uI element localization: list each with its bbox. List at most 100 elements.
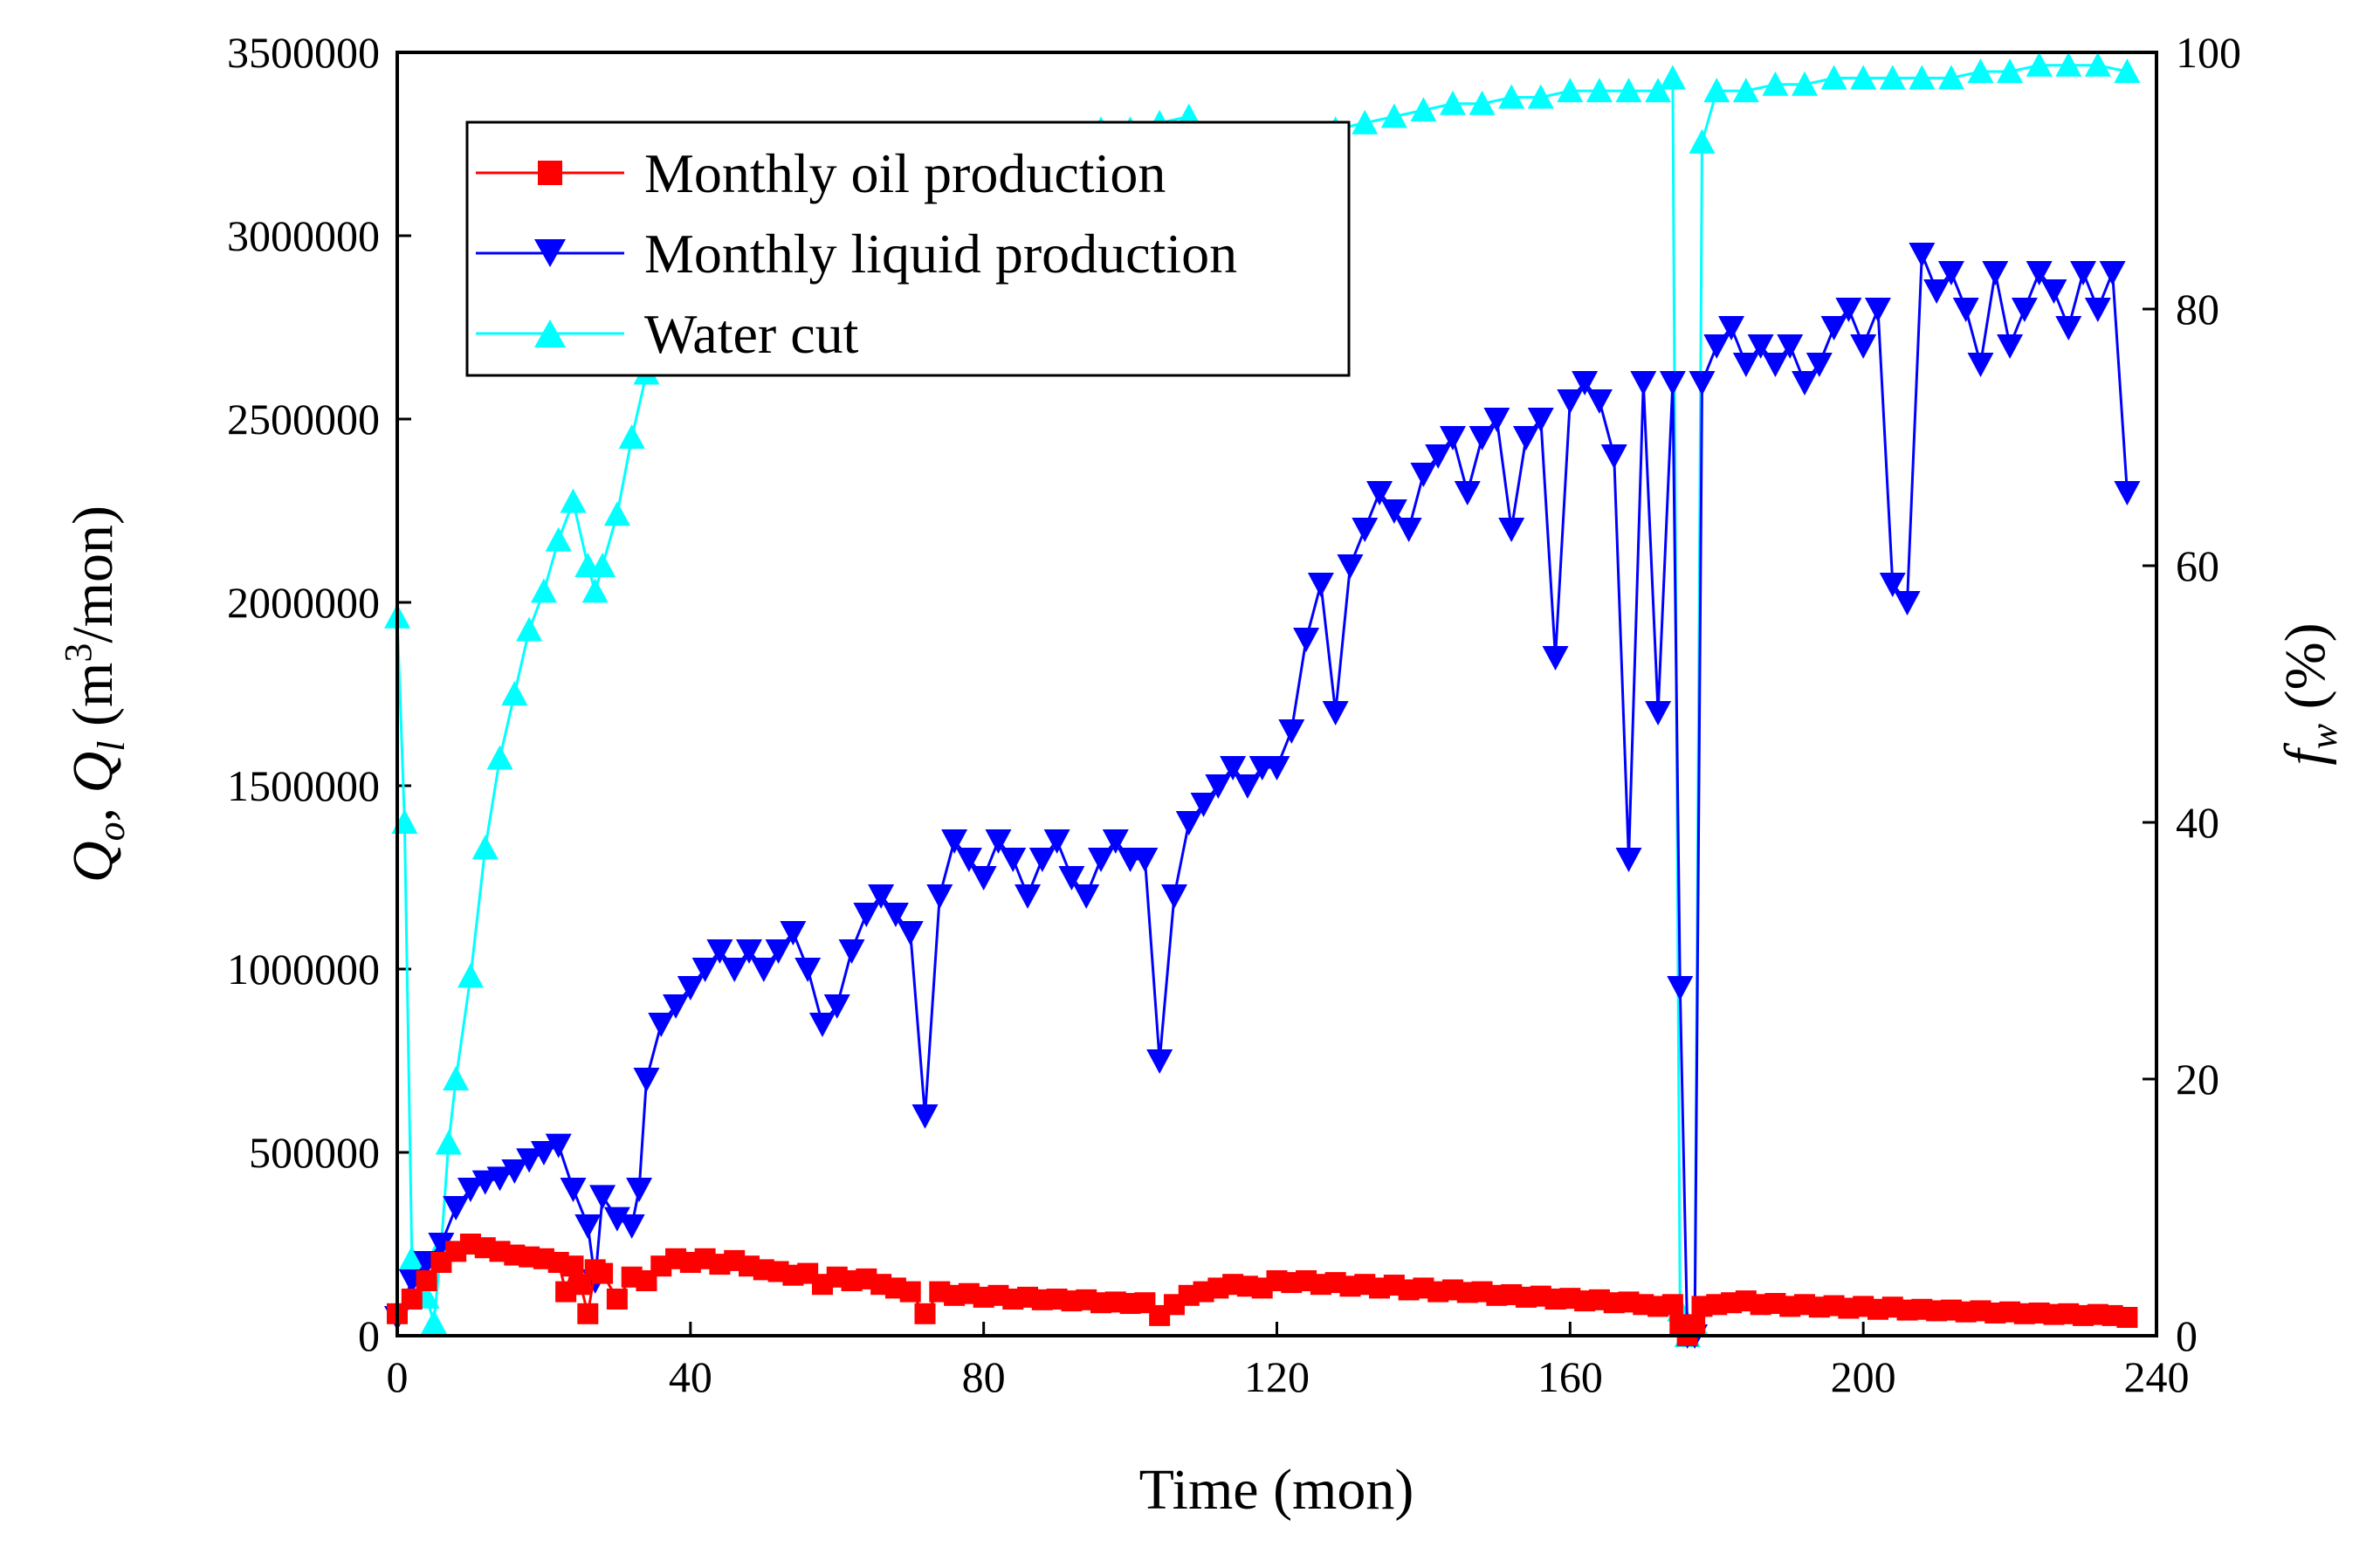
data-point-monthly-liquid-production [985,829,1012,854]
data-point-monthly-liquid-production [1043,829,1070,854]
data-point-water-cut [1586,78,1613,103]
data-point-monthly-liquid-production [868,884,895,909]
data-point-monthly-liquid-production [1440,426,1466,450]
y-right-tick-label: 80 [2176,285,2219,333]
axes-layer: 0 40 80 120 160 200 24005000001000000150000020… [227,28,2241,1401]
data-point-monthly-liquid-production [1160,884,1187,909]
data-point-monthly-liquid-production [1879,573,1906,597]
data-point-monthly-liquid-production [1498,518,1525,542]
data-point-monthly-liquid-production [1909,243,1936,267]
y-left-tick-label: 2500000 [227,395,380,443]
x-tick-label: 160 [1537,1352,1603,1401]
data-point-monthly-liquid-production [941,829,968,854]
data-point-monthly-liquid-production [1747,334,1774,359]
data-point-water-cut [391,809,418,834]
data-point-monthly-liquid-production [808,1013,836,1037]
data-point-water-cut [2084,52,2111,77]
data-point-monthly-liquid-production [501,1159,528,1184]
data-point-monthly-liquid-production [1352,518,1379,542]
data-point-water-cut [618,424,645,449]
data-point-water-cut [1380,103,1407,128]
data-point-monthly-oil-production [1661,1294,1683,1316]
data-point-water-cut [1997,58,2024,84]
data-point-water-cut [1615,78,1642,103]
data-point-water-cut [603,501,630,526]
data-point-monthly-liquid-production [1337,554,1364,579]
data-point-monthly-liquid-production [1527,408,1554,432]
legend-oil-label: Monthly oil production [644,142,1166,204]
legend-water-marker [534,320,566,347]
data-point-monthly-liquid-production [750,958,777,982]
data-point-monthly-liquid-production [1689,371,1716,395]
data-point-monthly-liquid-production [838,939,865,964]
data-point-water-cut [1732,78,1759,103]
data-point-monthly-liquid-production [663,994,690,1019]
data-point-water-cut [2055,52,2082,77]
data-point-monthly-liquid-production [1454,481,1481,505]
data-point-monthly-liquid-production [1630,371,1657,395]
data-point-monthly-liquid-production [780,921,807,945]
y-right-tick-label: 20 [2176,1055,2219,1104]
data-point-monthly-liquid-production [677,976,704,1000]
y-left-title-unit1: (m [61,663,125,741]
data-point-monthly-liquid-production [2070,261,2097,285]
data-point-monthly-liquid-production [471,1170,499,1195]
y-axis-left-title: Qo, Ql (m3/mon) [57,505,133,883]
data-point-water-cut [443,1066,470,1090]
data-point-monthly-liquid-production [1278,719,1305,744]
data-point-monthly-liquid-production [1293,628,1320,652]
x-tick-label: 0 [387,1352,409,1401]
data-point-monthly-oil-production [899,1281,921,1303]
data-point-monthly-oil-production [577,1303,599,1324]
data-point-monthly-liquid-production [1395,518,1422,542]
data-point-water-cut [1820,65,1847,90]
data-point-water-cut [516,616,543,642]
data-point-monthly-liquid-production [882,903,909,927]
data-point-water-cut [1352,109,1379,134]
data-point-monthly-liquid-production [530,1141,557,1165]
data-point-monthly-oil-production [606,1289,628,1310]
data-point-monthly-liquid-production [1015,884,1042,909]
data-point-water-cut [1879,65,1906,90]
data-point-monthly-liquid-production [794,958,822,982]
y-right-tick-label: 100 [2176,28,2241,77]
data-point-monthly-liquid-production [1000,848,1027,872]
data-point-water-cut [1469,90,1496,115]
data-point-monthly-liquid-production [1263,756,1290,780]
data-point-monthly-liquid-production [1410,463,1437,487]
series-line-monthly-liquid-production [396,253,2129,1337]
data-point-monthly-liquid-production [1102,829,1129,854]
x-tick-label: 40 [669,1352,712,1401]
data-point-monthly-liquid-production [574,1214,602,1239]
data-point-water-cut [1967,58,1994,84]
data-point-monthly-liquid-production [2011,298,2038,322]
data-point-water-cut [545,526,572,552]
data-point-monthly-liquid-production [1894,591,1921,615]
data-point-water-cut [1527,84,1554,109]
data-point-monthly-liquid-production [633,1068,660,1092]
data-point-monthly-liquid-production [443,1196,470,1220]
y-left-tick-label: 3000000 [227,211,380,260]
legend-liquid-label: Monthly liquid production [644,223,1237,285]
data-point-monthly-liquid-production [2055,316,2082,340]
y-axis-right-title: fw (%) [2273,622,2345,765]
data-point-water-cut [1689,128,1716,154]
data-point-monthly-liquid-production [1058,866,1085,890]
data-point-water-cut [1850,65,1877,90]
y-left-title-sub-o: o [90,822,133,841]
data-point-monthly-liquid-production [2026,261,2053,285]
data-point-monthly-liquid-production [911,1104,939,1129]
y-left-tick-label: 1000000 [227,945,380,994]
data-point-monthly-liquid-production [1600,444,1627,469]
x-tick-label: 240 [2124,1352,2190,1401]
data-point-monthly-liquid-production [853,903,880,927]
data-point-monthly-liquid-production [706,939,733,964]
data-point-monthly-liquid-production [486,1166,513,1192]
y-right-tick-label: 60 [2176,541,2219,590]
data-point-monthly-liquid-production [1132,848,1159,872]
data-point-water-cut [589,553,616,577]
data-point-water-cut [486,745,513,770]
data-point-monthly-liquid-production [955,848,982,872]
y-left-tick-label: 3500000 [227,28,380,77]
